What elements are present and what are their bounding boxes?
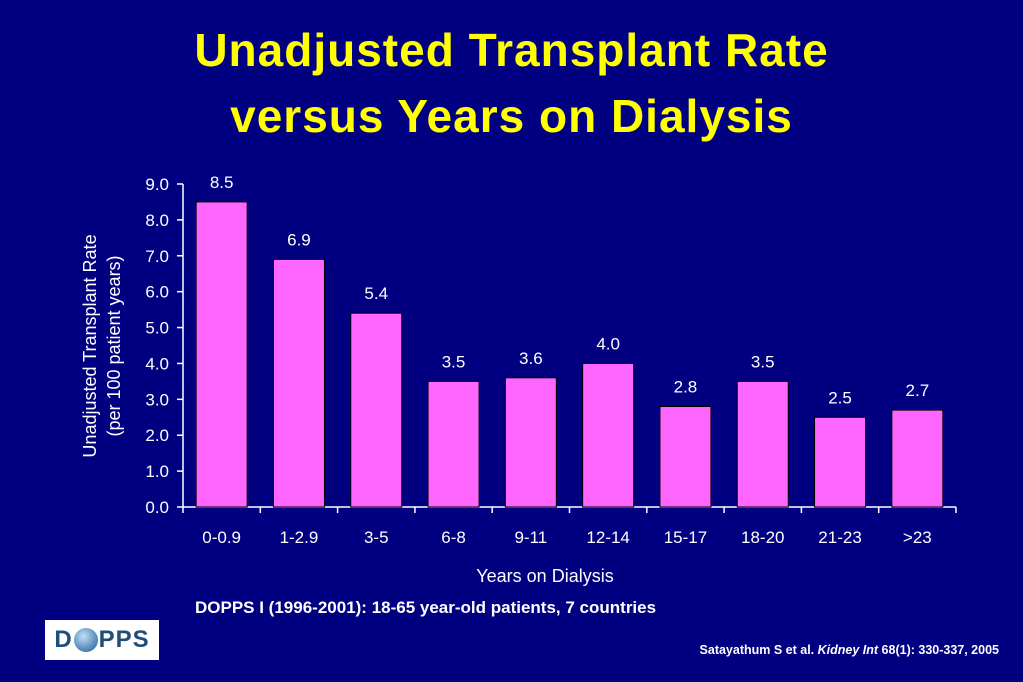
citation-authors: Satayathum S et al.	[699, 643, 815, 657]
data-label: 8.5	[210, 173, 234, 192]
citation: Satayathum S et al. Kidney Int 68(1): 33…	[700, 643, 999, 657]
logo-text-pps: PPS	[98, 626, 150, 653]
x-axis-label: Years on Dialysis	[476, 566, 613, 586]
globe-icon	[73, 628, 98, 652]
bar	[659, 406, 712, 508]
chart-labels: 0.0 1.0 2.0 3.0 4.0 5.0 6.0 7.0 8.0 9.0 8.5 0-0.9 6.…	[80, 173, 932, 586]
y-tick-label: 3.0	[145, 390, 169, 409]
x-tick-label: 18-20	[741, 528, 784, 547]
y-tick-label: 9.0	[145, 175, 169, 194]
bar	[427, 380, 480, 508]
study-subtitle: DOPPS I (1996-2001): 18-65 year-old pati…	[195, 598, 657, 617]
logo-text-d: D	[54, 626, 73, 653]
y-axis-label-line-2: (per 100 patient years)	[104, 255, 124, 436]
y-tick-label: 8.0	[145, 211, 169, 230]
y-tick-label: 6.0	[145, 283, 169, 302]
x-tick-label: 15-17	[664, 528, 707, 547]
x-tick-label: 3-5	[364, 528, 389, 547]
y-tick-label: 4.0	[145, 354, 169, 373]
y-axis-label-line-1: Unadjusted Transplant Rate	[80, 234, 100, 457]
x-tick-label: 6-8	[441, 528, 466, 547]
data-label: 3.6	[519, 349, 543, 368]
data-label: 2.7	[906, 381, 930, 400]
data-label: 3.5	[442, 352, 466, 371]
bar	[272, 258, 325, 508]
bar	[195, 201, 248, 508]
data-label: 3.5	[751, 352, 775, 371]
y-tick-label: 2.0	[145, 426, 169, 445]
y-tick-label: 5.0	[145, 319, 169, 338]
x-tick-label: 0-0.9	[202, 528, 241, 547]
data-label: 6.9	[287, 230, 311, 249]
bar	[582, 362, 635, 508]
dopps-logo: D PPS	[45, 620, 159, 660]
x-tick-label: 21-23	[818, 528, 861, 547]
x-tick-label: 12-14	[586, 528, 629, 547]
chart-bars	[195, 201, 944, 508]
data-label: 5.4	[364, 284, 388, 303]
bar	[504, 377, 557, 508]
y-tick-label: 7.0	[145, 247, 169, 266]
bar	[736, 380, 789, 508]
x-tick-label: >23	[903, 528, 932, 547]
slide-title-line-2: versus Years on Dialysis	[230, 90, 793, 142]
bar-chart: 0.0 1.0 2.0 3.0 4.0 5.0 6.0 7.0 8.0 9.0 8.5 0-0.9 6.…	[80, 173, 957, 586]
data-label: 4.0	[596, 334, 620, 353]
y-axis-label: Unadjusted Transplant Rate (per 100 patie…	[80, 234, 124, 457]
x-tick-label: 9-11	[514, 528, 547, 547]
bar	[350, 312, 403, 508]
x-tick-label: 1-2.9	[280, 528, 319, 547]
bar	[814, 416, 867, 508]
citation-journal: Kidney Int	[817, 643, 879, 657]
data-label: 2.5	[828, 388, 852, 407]
y-tick-label: 0.0	[145, 498, 169, 517]
y-tick-label: 1.0	[145, 462, 169, 481]
slide-title-line-1: Unadjusted Transplant Rate	[194, 24, 829, 76]
data-label: 2.8	[674, 378, 698, 397]
bar	[891, 409, 944, 508]
citation-ref: 68(1): 330-337, 2005	[881, 643, 999, 657]
